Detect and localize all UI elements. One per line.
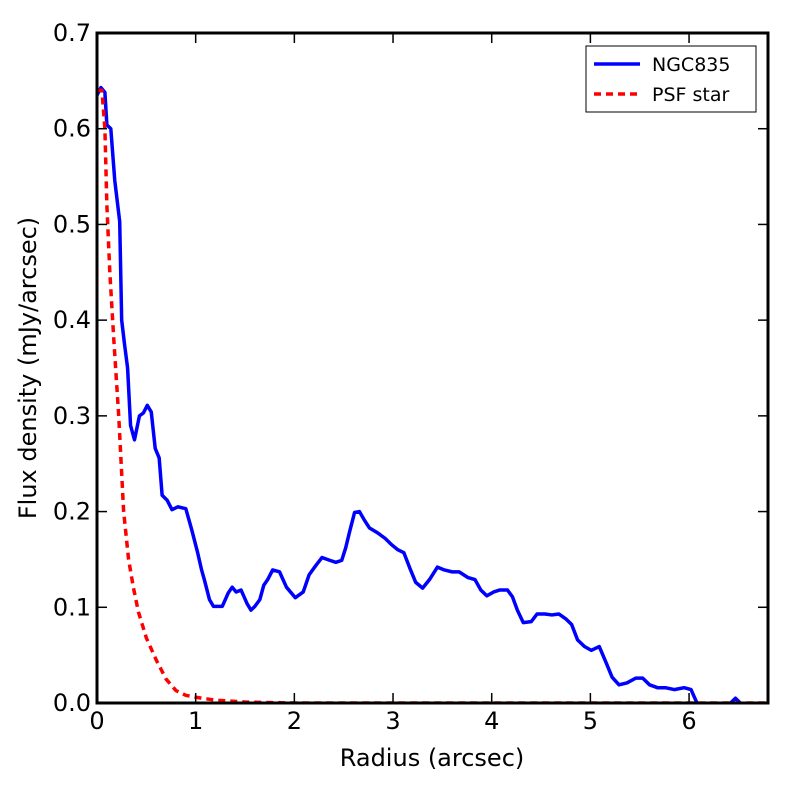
x-axis-label: Radius (arcsec): [340, 744, 525, 772]
y-tick-label: 0.2: [53, 498, 91, 526]
x-tick-label: 2: [287, 707, 302, 735]
y-tick-label: 0.0: [53, 689, 91, 717]
x-tick-label: 4: [484, 707, 499, 735]
plot-frame: [95, 31, 770, 705]
axes: [95, 31, 770, 705]
series-line: [97, 85, 742, 703]
y-tick-label: 0.5: [53, 210, 91, 238]
y-tick-label: 0.4: [53, 306, 91, 334]
x-tick-label: 1: [188, 707, 203, 735]
plot-lines: [97, 85, 768, 703]
y-tick-label: 0.7: [53, 19, 91, 47]
x-tick-label: 0: [89, 707, 104, 735]
legend-label: PSF star: [652, 84, 729, 106]
x-tick-label: 5: [583, 707, 598, 735]
y-axis-label: Flux density (mJy/arcsec): [14, 217, 42, 519]
y-tick-label: 0.1: [53, 593, 91, 621]
series-line: [97, 88, 768, 703]
legend: NGC835 PSF star: [585, 45, 757, 113]
y-tick-label: 0.6: [53, 115, 91, 143]
legend-box: [585, 45, 757, 113]
x-tick-label: 6: [681, 707, 696, 735]
y-tick-label: 0.3: [53, 402, 91, 430]
legend-label: NGC835: [652, 54, 730, 76]
x-tick-label: 3: [385, 707, 400, 735]
